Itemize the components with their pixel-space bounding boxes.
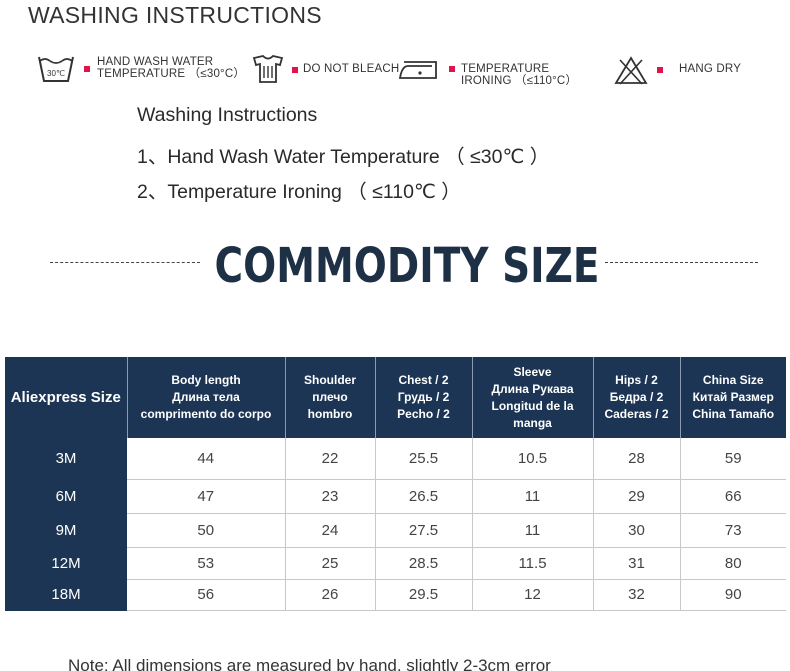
do-not-bleach-icon [252,55,284,83]
svg-text:30℃: 30℃ [47,69,65,78]
header-shoulder: Shoulder плечо hombro [285,357,376,438]
table-cell: 73 [680,513,786,548]
table-cell: 26 [285,579,376,611]
bullet-icon [449,66,455,72]
table-cell: 27.5 [375,513,473,548]
table-cell: 32 [593,579,681,611]
table-cell: 50 [127,513,286,548]
table-cell: 59 [680,438,786,480]
table-cell: 10.5 [472,438,594,480]
table-cell: 53 [127,547,286,580]
table-cell: 31 [593,547,681,580]
instruction-item: 2、Temperature Ironing （ ≤110℃ ） [137,181,461,203]
table-row: 3M 44 22 25.5 10.5 28 59 [5,438,786,480]
table-cell: 23 [285,479,376,514]
table-cell: 11 [472,479,594,514]
bullet-icon [84,66,90,72]
do-not-bleach-label: DO NOT BLEACH [303,63,400,75]
table-cell: 44 [127,438,286,480]
size-cell: 18M [5,579,127,611]
table-cell: 47 [127,479,286,514]
header-sleeve: Sleeve Длина Рукава Longitud de la manga [472,357,594,438]
table-cell: 25 [285,547,376,580]
no-tumble-dry-icon [614,56,648,85]
table-cell: 11.5 [472,547,594,580]
size-cell: 3M [5,438,127,480]
table-cell: 24 [285,513,376,548]
header-china-size: China Size Китай Размер China Tamaño [680,357,786,438]
commodity-size-banner: COMMODITY SIZE [215,238,600,294]
header-body-length: Body length Длина тела comprimento do corp… [127,357,286,438]
size-table: Aliexpress Size Body length Длина тела com… [5,357,786,611]
table-cell: 25.5 [375,438,473,480]
hand-wash-label-1: HAND WASH WATER [97,56,214,68]
table-cell: 66 [680,479,786,514]
table-cell: 80 [680,547,786,580]
table-cell: 29 [593,479,681,514]
header-chest: Chest / 2 Грудь / 2 Pecho / 2 [375,357,473,438]
hand-wash-30-icon: 30℃ [38,56,74,82]
table-cell: 30 [593,513,681,548]
header-aliexpress-size: Aliexpress Size [5,357,128,438]
size-cell: 9M [5,513,127,548]
table-cell: 28 [593,438,681,480]
divider-right [605,262,758,263]
table-row: 18M 56 26 29.5 12 32 90 [5,579,786,611]
table-cell: 11 [472,513,594,548]
header-hips: Hips / 2 Бедра / 2 Caderas / 2 [593,357,681,438]
table-cell: 22 [285,438,376,480]
table-row: 6M 47 23 26.5 11 29 66 [5,479,786,514]
instruction-item: 1、Hand Wash Water Temperature （ ≤30℃ ） [137,146,550,168]
care-icons-row: 30℃ HAND WASH WATER TEMPERATURE （≤30°C） … [0,50,790,94]
instructions-heading: Washing Instructions [137,104,318,126]
table-cell: 90 [680,579,786,611]
measurement-note: Note: All dimensions are measured by han… [68,656,551,671]
table-cell: 56 [127,579,286,611]
size-cell: 6M [5,479,127,514]
table-cell: 12 [472,579,594,611]
bullet-icon [657,67,663,73]
divider-left [50,262,200,263]
table-cell: 26.5 [375,479,473,514]
hand-wash-label-2: TEMPERATURE （≤30°C） [97,68,246,80]
iron-label-2: IRONING （≤110°C） [461,75,578,87]
table-cell: 29.5 [375,579,473,611]
iron-low-icon [398,61,437,79]
table-row: 9M 50 24 27.5 11 30 73 [5,513,786,548]
iron-label-1: TEMPERATURE [461,63,550,75]
page-title: WASHING INSTRUCTIONS [28,2,322,28]
hang-dry-label: HANG DRY [679,63,742,75]
svg-text:COMMODITY SIZE: COMMODITY SIZE [215,238,600,294]
table-row: 12M 53 25 28.5 11.5 31 80 [5,547,786,580]
bullet-icon [292,67,298,73]
table-header-row: Aliexpress Size Body length Длина тела com… [5,357,786,438]
table-cell: 28.5 [375,547,473,580]
size-cell: 12M [5,547,127,580]
